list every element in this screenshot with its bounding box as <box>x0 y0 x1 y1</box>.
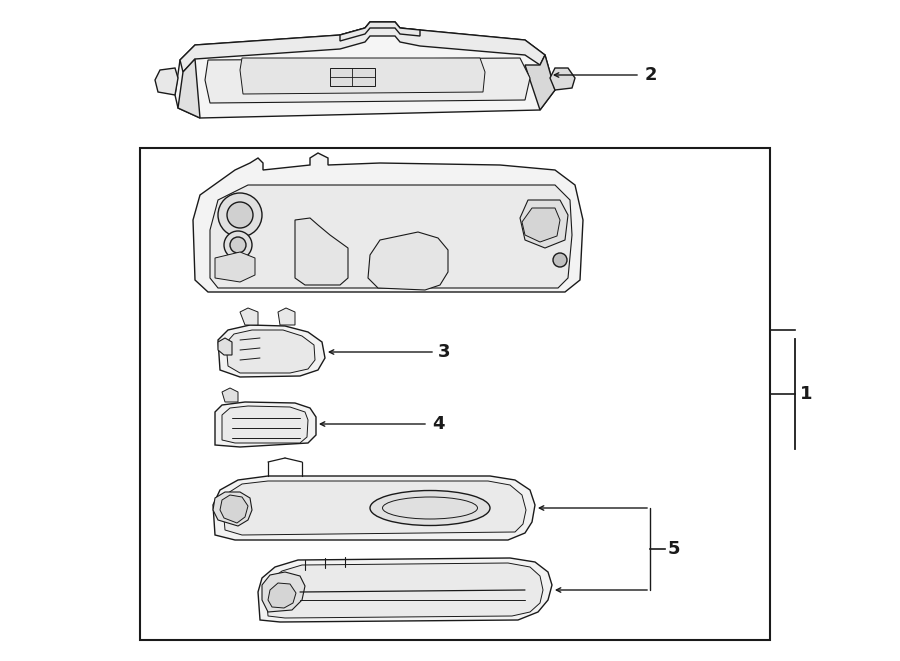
Polygon shape <box>295 218 348 285</box>
Polygon shape <box>520 200 568 248</box>
Polygon shape <box>213 476 535 540</box>
Ellipse shape <box>370 490 490 525</box>
Text: 2: 2 <box>645 66 658 84</box>
Polygon shape <box>266 563 543 618</box>
Bar <box>330 68 375 86</box>
Circle shape <box>230 237 246 253</box>
Polygon shape <box>268 583 296 608</box>
Polygon shape <box>222 406 308 443</box>
Polygon shape <box>368 232 448 290</box>
Polygon shape <box>258 558 552 622</box>
Polygon shape <box>215 402 316 447</box>
Bar <box>140 148 770 640</box>
Polygon shape <box>220 495 248 523</box>
Polygon shape <box>223 481 526 535</box>
Polygon shape <box>155 68 178 95</box>
Polygon shape <box>210 185 572 288</box>
Polygon shape <box>522 208 560 242</box>
Polygon shape <box>175 22 555 118</box>
Circle shape <box>218 193 262 237</box>
Circle shape <box>553 253 567 267</box>
Text: 3: 3 <box>438 343 451 361</box>
Polygon shape <box>278 308 295 325</box>
Text: 5: 5 <box>668 540 680 558</box>
Text: 1: 1 <box>800 385 813 403</box>
Polygon shape <box>213 492 252 526</box>
Polygon shape <box>226 330 315 373</box>
Polygon shape <box>180 22 545 72</box>
Polygon shape <box>240 308 258 325</box>
Polygon shape <box>218 325 325 377</box>
Polygon shape <box>178 59 200 118</box>
Polygon shape <box>218 338 232 355</box>
Polygon shape <box>525 55 555 110</box>
Polygon shape <box>193 153 583 292</box>
Polygon shape <box>240 58 485 94</box>
Polygon shape <box>205 58 530 103</box>
Polygon shape <box>262 572 305 612</box>
Circle shape <box>227 202 253 228</box>
Polygon shape <box>222 388 238 402</box>
Circle shape <box>224 231 252 259</box>
Polygon shape <box>340 22 420 41</box>
Text: 4: 4 <box>432 415 445 433</box>
Polygon shape <box>215 252 255 282</box>
Polygon shape <box>550 68 575 90</box>
